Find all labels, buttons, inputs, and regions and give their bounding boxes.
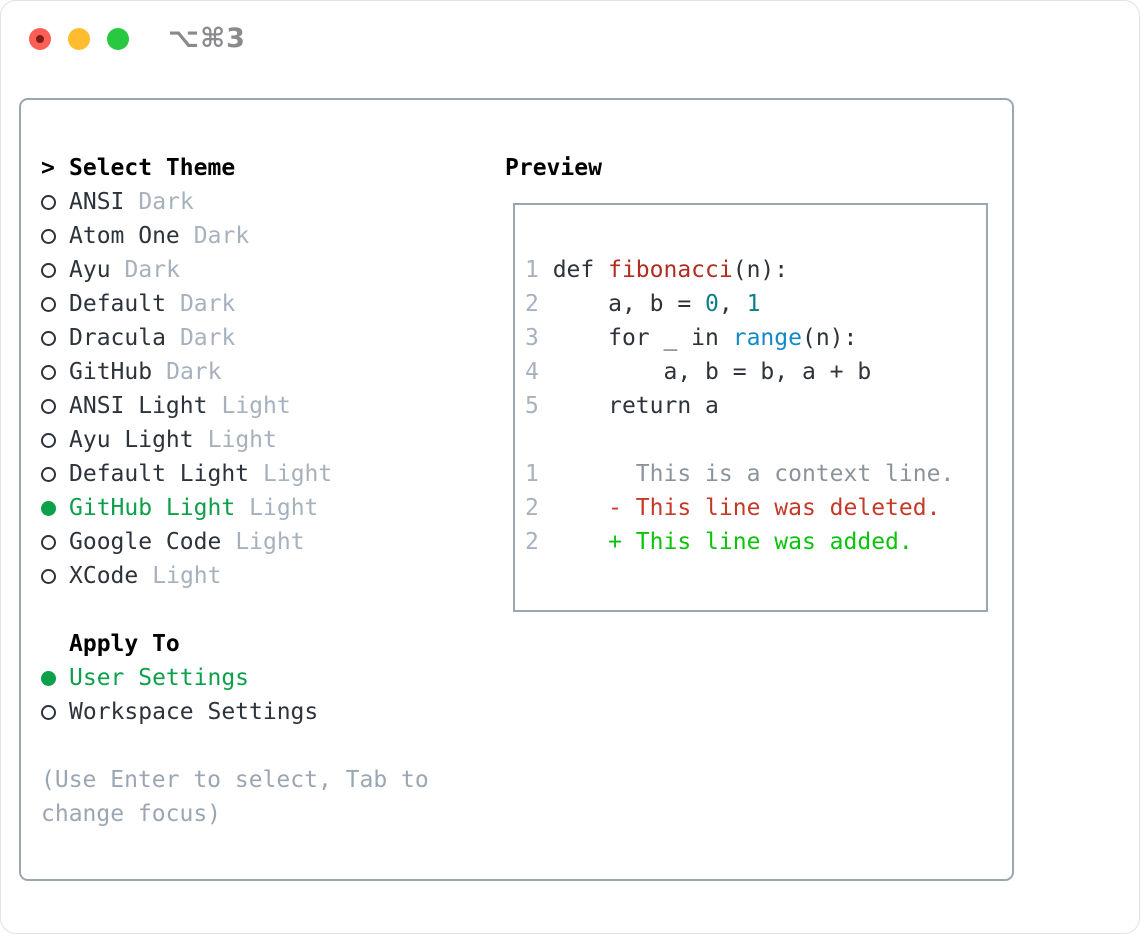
theme-name: Ayu (69, 257, 111, 283)
theme-option-dracula-dark[interactable]: Dracula Dark (41, 321, 429, 355)
theme-name: GitHub (69, 359, 153, 385)
theme-option-default-light[interactable]: Default Light Light (41, 457, 429, 491)
theme-variant-badge: Light (152, 563, 222, 589)
code-line: 1 def fibonacci(n): (525, 257, 789, 283)
diff-context-line: 1 This is a context line. (525, 461, 955, 487)
code-line: 5 return a (525, 393, 719, 419)
apply-to-title: Apply To (69, 631, 180, 657)
theme-option-ansi-dark[interactable]: ANSI Dark (41, 185, 429, 219)
blank-line (525, 423, 986, 457)
theme-name: ANSI Light (69, 393, 208, 419)
preview-box: 1 def fibonacci(n): 2 a, b = 0, 1 3 for … (513, 203, 988, 612)
zoom-button-icon[interactable] (107, 28, 129, 50)
diff-added-line: 2 + This line was added. (525, 529, 913, 555)
line-number: 1 (525, 257, 553, 283)
theme-variant-badge: Light (207, 427, 277, 453)
line-number: 2 (525, 495, 539, 521)
line-number: 5 (525, 393, 553, 419)
theme-option-ayu-light[interactable]: Ayu Light Light (41, 423, 429, 457)
radio-icon (41, 534, 56, 550)
radio-icon (41, 262, 56, 278)
line-number: 2 (525, 529, 539, 555)
radio-icon (41, 704, 56, 720)
theme-name: Atom One (69, 223, 180, 249)
radio-icon (41, 194, 56, 210)
theme-option-github-light[interactable]: GitHub Light Light (41, 491, 429, 525)
radio-icon (41, 228, 56, 244)
code-line: 4 a, b = b, a + b (525, 359, 872, 385)
radio-icon (41, 330, 56, 346)
section-spacer (41, 729, 429, 763)
line-number: 2 (525, 291, 553, 317)
theme-name: Google Code (69, 529, 222, 555)
theme-variant-badge: Dark (193, 223, 250, 249)
theme-name-selected: GitHub Light (69, 495, 236, 521)
theme-option-atom-one-dark[interactable]: Atom One Dark (41, 219, 429, 253)
section-spacer (41, 593, 429, 627)
theme-option-default-dark[interactable]: Default Dark (41, 287, 429, 321)
line-number: 4 (525, 359, 553, 385)
theme-variant-badge: Light (235, 529, 305, 555)
radio-icon (41, 296, 56, 312)
theme-option-ayu-dark[interactable]: Ayu Dark (41, 253, 429, 287)
apply-option-label: Workspace Settings (69, 699, 319, 725)
theme-variant-badge: Light (263, 461, 333, 487)
function-name-token: fibonacci (608, 257, 733, 283)
theme-variant-badge: Dark (124, 257, 180, 283)
close-button-icon[interactable] (29, 28, 51, 50)
code-line: 2 a, b = 0, 1 (525, 291, 761, 317)
theme-option-github-dark[interactable]: GitHub Dark (41, 355, 429, 389)
theme-variant-badge: Light (221, 393, 291, 419)
radio-selected-icon (41, 500, 56, 516)
line-number: 1 (525, 461, 539, 487)
code-line: 3 for _ in range(n): (525, 325, 858, 351)
radio-icon (41, 432, 56, 448)
theme-name: Default (69, 291, 166, 317)
theme-list: > Select Theme ANSI Dark Atom One Dark A… (41, 151, 429, 831)
theme-option-xcode[interactable]: XCode Light (41, 559, 429, 593)
theme-picker-panel: > Select Theme ANSI Dark Atom One Dark A… (19, 98, 1014, 881)
apply-option-user-settings[interactable]: User Settings (41, 661, 429, 695)
select-theme-title: Select Theme (69, 155, 236, 181)
caret-icon: > (41, 155, 55, 181)
theme-name: Default Light (69, 461, 250, 487)
theme-name: Dracula (69, 325, 166, 351)
select-theme-header: > Select Theme (41, 151, 429, 185)
line-number: 3 (525, 325, 553, 351)
apply-option-label-selected: User Settings (69, 665, 250, 691)
radio-icon (41, 568, 56, 584)
apply-option-workspace-settings[interactable]: Workspace Settings (41, 695, 429, 729)
builtin-token: range (732, 325, 802, 351)
number-token: 1 (746, 291, 761, 317)
theme-name: ANSI (69, 189, 125, 215)
radio-icon (41, 466, 56, 482)
window-shortcut-label: ⌥⌘3 (168, 23, 246, 54)
number-token: 0 (705, 291, 719, 317)
theme-option-ansi-light[interactable]: ANSI Light Light (41, 389, 429, 423)
radio-icon (41, 398, 56, 414)
radio-selected-icon (41, 670, 56, 686)
theme-variant-badge: Dark (166, 359, 222, 385)
unsaved-dot-icon (36, 35, 44, 43)
theme-variant-badge: Dark (179, 325, 236, 351)
minimize-button-icon[interactable] (68, 28, 90, 50)
window-titlebar: ⌥⌘3 (1, 1, 1139, 98)
theme-name: Ayu Light (69, 427, 194, 453)
theme-name: XCode (69, 563, 139, 589)
theme-option-google-code[interactable]: Google Code Light (41, 525, 429, 559)
traffic-lights (29, 28, 129, 50)
help-text: (Use Enter to select, Tab to change focu… (41, 767, 429, 827)
theme-variant-badge: Dark (138, 189, 194, 215)
apply-to-header: Apply To (41, 627, 429, 661)
theme-variant-badge: Dark (179, 291, 236, 317)
diff-deleted-line: 2 - This line was deleted. (525, 495, 941, 521)
preview-title: Preview (505, 155, 602, 181)
theme-variant-badge: Light (249, 495, 319, 521)
radio-icon (41, 364, 56, 380)
